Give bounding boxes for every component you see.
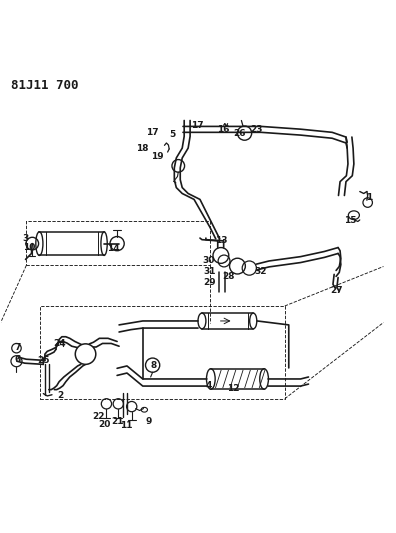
Text: 23: 23 [250, 125, 263, 134]
Text: 15: 15 [344, 216, 356, 225]
Text: 21: 21 [111, 417, 124, 426]
Text: 17: 17 [146, 128, 159, 137]
Circle shape [75, 344, 96, 365]
Text: 4: 4 [206, 381, 212, 390]
Text: 14: 14 [107, 244, 120, 253]
Text: 9: 9 [145, 417, 152, 426]
Text: 18: 18 [136, 143, 148, 152]
Text: 81J11 700: 81J11 700 [11, 79, 78, 92]
Text: 24: 24 [53, 339, 65, 348]
Text: 13: 13 [215, 236, 228, 245]
Text: 27: 27 [331, 286, 343, 295]
Text: 3: 3 [22, 233, 28, 243]
Text: 2: 2 [57, 391, 64, 400]
Text: 12: 12 [227, 384, 240, 392]
Text: 26: 26 [233, 128, 246, 138]
Text: 22: 22 [92, 412, 105, 421]
Text: 11: 11 [120, 421, 132, 430]
Text: 16: 16 [217, 125, 230, 134]
Text: 6: 6 [14, 355, 20, 364]
Text: 28: 28 [223, 272, 235, 281]
Text: 1: 1 [367, 193, 373, 203]
Text: 25: 25 [37, 356, 50, 365]
Text: 8: 8 [151, 361, 157, 370]
Text: 5: 5 [169, 130, 175, 139]
Text: 7: 7 [14, 343, 21, 352]
Text: 17: 17 [191, 121, 204, 130]
Text: 19: 19 [151, 152, 164, 161]
Text: 32: 32 [254, 267, 267, 276]
Text: 10: 10 [23, 243, 35, 252]
Text: 30: 30 [203, 256, 215, 265]
Text: 20: 20 [98, 420, 110, 429]
Text: 31: 31 [204, 267, 216, 276]
Text: 29: 29 [204, 278, 216, 287]
